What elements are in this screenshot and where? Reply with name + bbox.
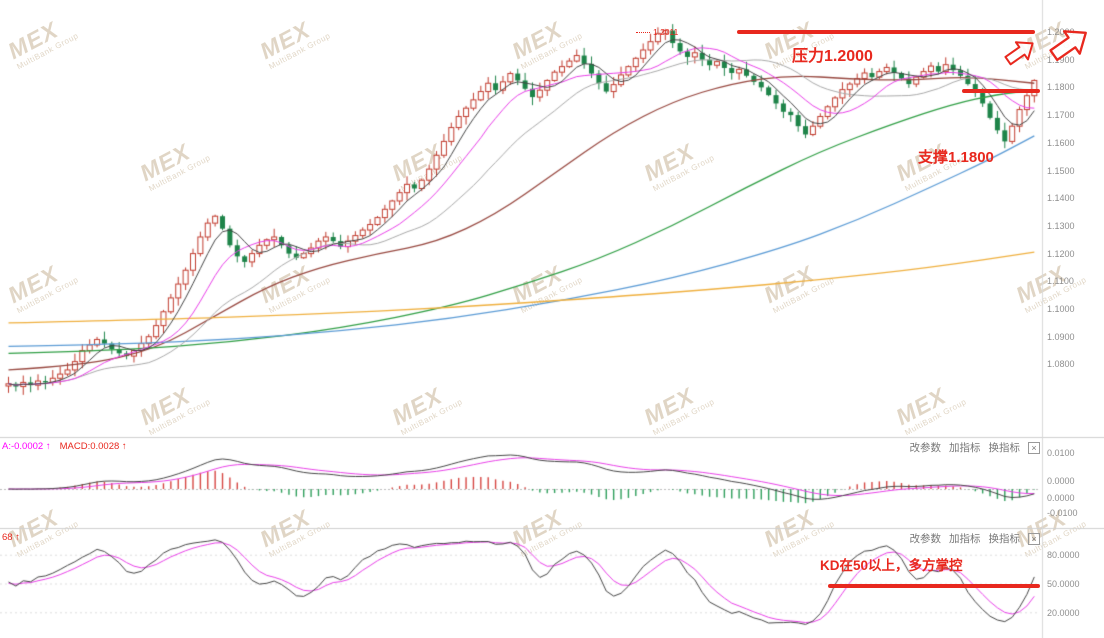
kd-axis-label: 80.0000 — [1047, 550, 1080, 561]
price-axis-label: 1.0800 — [1047, 359, 1075, 370]
kd-value-label: 68 ↑ — [2, 532, 20, 543]
kd-axis-label: 50.0000 — [1047, 579, 1080, 589]
price-axis-label: 1.1100 — [1047, 276, 1074, 287]
price-axis-label: 1.0900 — [1047, 331, 1075, 342]
macd-add-indicator-link[interactable]: 加指标 — [949, 442, 981, 454]
macd-axis-label: 0.0100 — [1047, 448, 1075, 458]
price-axis-label: 1.1600 — [1047, 137, 1075, 148]
macd-axis-label: -0.0100 — [1047, 508, 1078, 518]
macd-close-button[interactable]: × — [1028, 441, 1040, 454]
price-axis-label: 1.1900 — [1047, 54, 1075, 65]
resistance-trendline[interactable] — [737, 30, 1035, 34]
price-axis-label: 1.1200 — [1047, 248, 1075, 259]
price-axis-label: 1.1000 — [1047, 304, 1075, 314]
kd-note-label: KD在50以上，多方掌控 — [820, 558, 963, 573]
macd-change-params-link[interactable]: 改参数 — [909, 442, 942, 454]
macd-current-values: A:-0.0002 ↑ MACD:0.0028 ↑ — [2, 441, 127, 452]
high-marker-dash — [636, 32, 650, 33]
macd-axis-label: 0.0000 — [1047, 476, 1075, 486]
price-axis-label: 1.2000 — [1047, 27, 1075, 37]
price-axis-label: 1.1800 — [1047, 82, 1075, 93]
kd-close-button[interactable]: × — [1028, 532, 1040, 545]
support-label: 支撑1.1800 — [918, 149, 994, 166]
kd-add-indicator-link[interactable]: 加指标 — [949, 533, 981, 545]
macd-switch-indicator-link[interactable]: 换指标 — [988, 442, 1021, 454]
kd-current-values: 68 ↑ — [2, 532, 20, 543]
resistance-label: 压力1.2000 — [792, 48, 873, 65]
price-axis-label: 1.1300 — [1047, 220, 1075, 231]
support-trendline[interactable] — [962, 89, 1040, 93]
macd-value-label: A:-0.0002 ↑ — [2, 441, 51, 452]
price-axis-label: 1.1400 — [1047, 193, 1075, 204]
kd-level-line[interactable] — [828, 584, 1040, 588]
kd-change-params-link[interactable]: 改参数 — [909, 533, 942, 545]
macd-axis-label: 0.0000 — [1047, 493, 1075, 503]
kd-switch-indicator-link[interactable]: 换指标 — [988, 533, 1021, 545]
up-arrows-icon[interactable] — [1000, 22, 1104, 88]
high-price-label: 1.2011 — [653, 27, 679, 37]
macd-value-label: MACD:0.0028 ↑ — [59, 441, 127, 452]
kd-axis-label: 20.0000 — [1047, 607, 1080, 618]
price-axis-label: 1.1700 — [1047, 110, 1075, 121]
kd-panel-header: 改参数 加指标 换指标 × — [909, 531, 1040, 546]
macd-panel-header: 改参数 加指标 换指标 × — [909, 440, 1040, 455]
price-axis-label: 1.1500 — [1047, 165, 1075, 176]
